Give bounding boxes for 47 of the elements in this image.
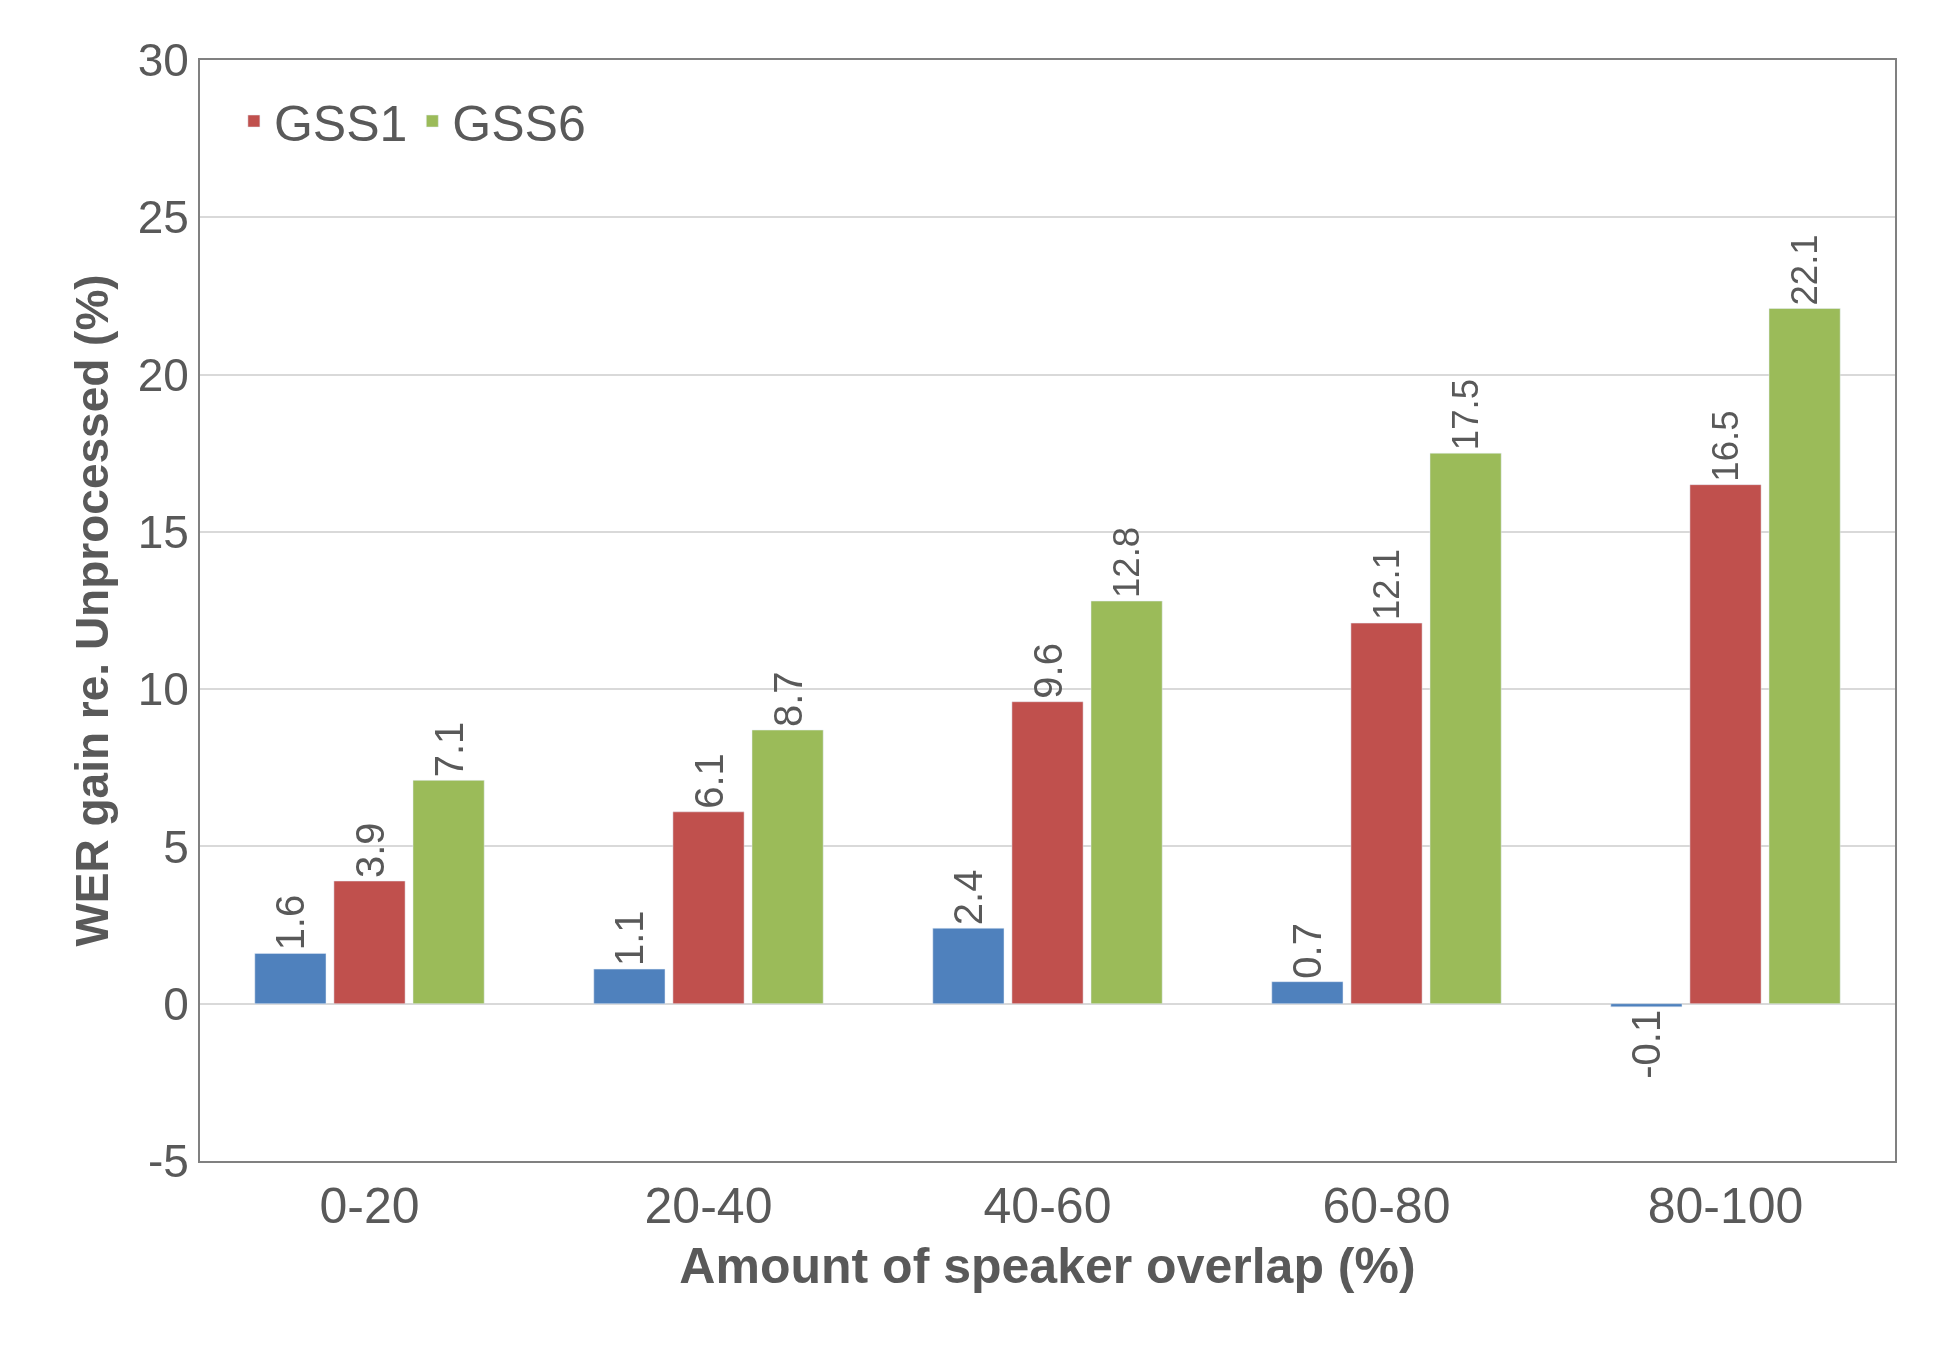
bar: [1689, 484, 1762, 1004]
x-axis-title: Amount of speaker overlap (%): [679, 1238, 1416, 1294]
data-label: 22.1: [1784, 234, 1826, 306]
bar: [672, 811, 745, 1004]
x-tick-label: 80-100: [1647, 1178, 1804, 1234]
y-tick-label: 25: [137, 191, 189, 244]
data-label: 1.1: [607, 910, 652, 967]
legend-label: GSS1: [273, 95, 408, 152]
bar: [254, 953, 327, 1004]
y-tick-label: 0: [163, 977, 189, 1030]
y-axis-title: WER gain re. Unprocessed (%): [65, 274, 118, 947]
data-label: 3.9: [347, 822, 392, 879]
bar: [412, 780, 485, 1004]
y-tick-label: 15: [137, 505, 189, 558]
y-tick-label: 30: [137, 34, 189, 87]
bar: [1610, 1003, 1683, 1008]
bar: [1768, 308, 1841, 1004]
bar: [1090, 600, 1163, 1004]
legend-label: GSS6: [452, 95, 586, 152]
y-tick-label: 5: [163, 820, 189, 873]
data-label: 2.4: [946, 869, 991, 926]
data-label: 17.5: [1445, 379, 1487, 451]
x-tick-label: 20-40: [644, 1178, 773, 1234]
x-tick-label: 0-20: [319, 1178, 420, 1234]
bar: [593, 968, 666, 1004]
y-tick-label: -5: [147, 1135, 189, 1188]
bar: [1350, 622, 1423, 1004]
x-tick-label: 60-80: [1322, 1178, 1451, 1234]
data-label: 1.6: [268, 894, 313, 951]
data-label: 8.7: [765, 671, 810, 728]
data-label: 16.5: [1705, 410, 1747, 482]
data-label: 12.8: [1106, 526, 1148, 599]
data-label: -0.1: [1624, 1009, 1669, 1079]
bar: [1011, 701, 1084, 1004]
y-tick-label: 10: [137, 663, 189, 716]
bar: [751, 729, 824, 1004]
y-tick-label: 20: [137, 348, 189, 401]
bar: [333, 880, 406, 1004]
bar: [932, 927, 1005, 1004]
data-label: 9.6: [1025, 643, 1070, 699]
data-label: 0.7: [1285, 923, 1330, 979]
x-tick-label: 40-60: [983, 1178, 1112, 1234]
bar: [1429, 452, 1502, 1004]
data-label: 7.1: [426, 721, 471, 778]
data-label: 6.1: [686, 753, 731, 809]
data-label: 12.1: [1366, 548, 1408, 621]
bar: [1271, 981, 1344, 1004]
